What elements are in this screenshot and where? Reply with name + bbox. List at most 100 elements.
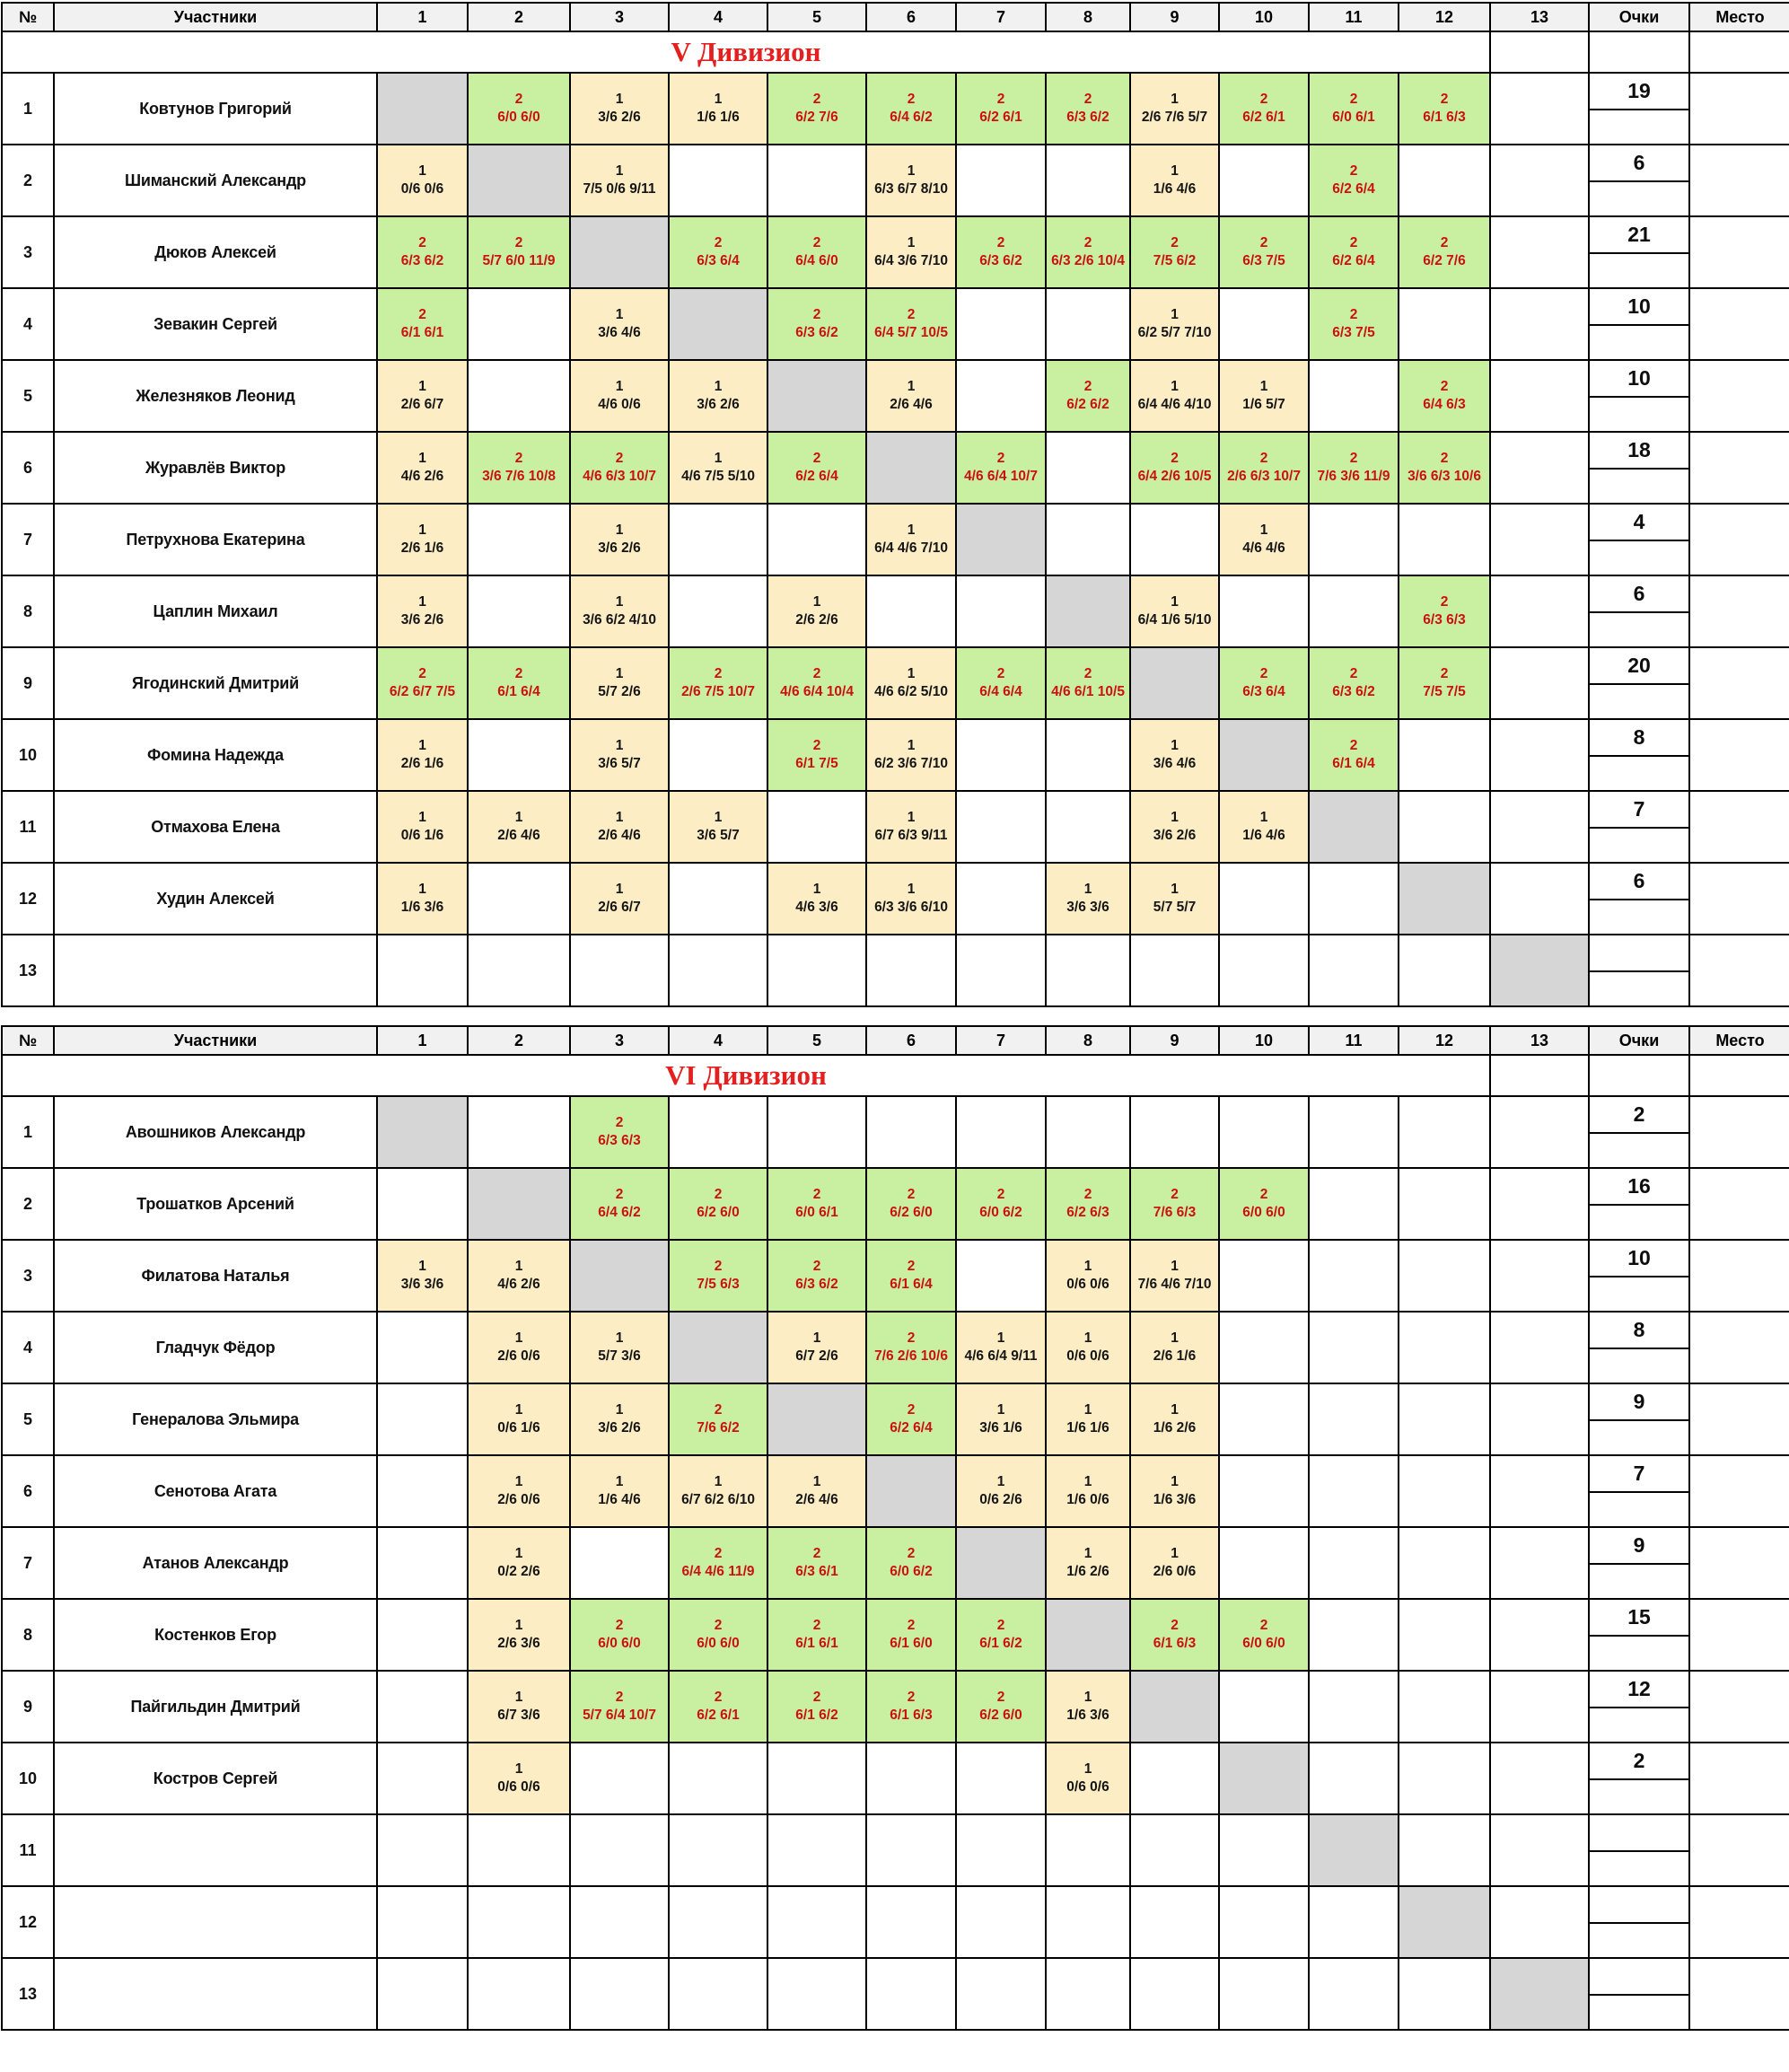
result-cell-empty [767, 1742, 867, 1815]
result-cell-win: 2 6/3 6/2 [1045, 72, 1131, 145]
match-points: 1 [1083, 1474, 1092, 1490]
result-cell-empty [865, 934, 957, 1007]
result-cell-empty [865, 1813, 957, 1887]
result-cell-win: 2 6/0 6/2 [955, 1167, 1047, 1241]
match-points: 1 [615, 666, 624, 682]
result-cell-loss: 1 2/6 4/6 [865, 359, 957, 433]
match-points: 2 [615, 1187, 624, 1203]
result-cell-empty [1308, 1526, 1399, 1600]
result-cell-empty [1218, 1957, 1310, 2031]
match-points: 2 [812, 1546, 821, 1562]
match-points: 2 [1440, 451, 1449, 467]
place-cell [1688, 287, 1789, 361]
result-cell-win: 2 6/1 6/3 [865, 1670, 957, 1743]
place-cell [1688, 72, 1789, 145]
match-points: 1 [714, 379, 723, 395]
result-cell-empty [1218, 1885, 1310, 1959]
result-cell-empty [668, 934, 768, 1007]
player-name-cell: Журавлёв Виктор [53, 431, 378, 505]
player-row: 12 Худин Алексей 1 1/6 3/6 1 2/6 6/7 1 4/6 3/6 1… [1, 862, 1789, 935]
result-cell-empty [1045, 144, 1131, 217]
result-cell-empty [1489, 1167, 1590, 1241]
result-cell-empty [1129, 1095, 1220, 1169]
result-cell-loss: 1 2/6 1/6 [376, 718, 469, 792]
match-points: 1 [714, 810, 723, 826]
result-cell-loss: 1 3/6 4/6 [569, 287, 670, 361]
col-header-num: № [1, 2, 55, 32]
result-cell-empty [1308, 1383, 1399, 1456]
match-points: 1 [996, 1330, 1005, 1347]
match-points: 1 [615, 379, 624, 395]
result-cell-empty [467, 934, 571, 1007]
result-cell-empty [1218, 1095, 1310, 1169]
points-value: 12 [1591, 1673, 1688, 1708]
result-cell-loss: 1 1/6 0/6 [1045, 1454, 1131, 1528]
result-cell-empty [1308, 1311, 1399, 1384]
match-points: 1 [615, 882, 624, 898]
match-points: 1 [1259, 522, 1268, 539]
player-row: 1 Авошников Александр 2 6/3 6/3 2 [1, 1095, 1789, 1169]
points-value: 9 [1591, 1385, 1688, 1421]
result-cell-win: 2 6/3 6/2 [955, 215, 1047, 289]
match-score: 6/4 1/6 5/10 [1137, 612, 1212, 628]
result-cell-empty [668, 1742, 768, 1815]
match-points: 1 [714, 1474, 723, 1490]
match-score: 6/7 6/2 6/10 [681, 1492, 755, 1507]
match-points: 2 [1171, 1187, 1179, 1203]
match-points: 1 [615, 594, 624, 610]
points-value: 6 [1591, 146, 1688, 182]
row-number-cell: 1 [1, 1095, 55, 1169]
match-points: 2 [907, 1690, 916, 1706]
result-cell-loss: 1 0/6 0/6 [467, 1742, 571, 1815]
result-cell-empty [1489, 718, 1590, 792]
result-cell-empty [668, 718, 768, 792]
player-name-cell: Ковтунов Григорий [53, 72, 378, 145]
match-score: 6/2 6/4 [795, 469, 838, 484]
result-cell-loss: 1 6/4 1/6 5/10 [1129, 575, 1220, 648]
points-value: 15 [1591, 1601, 1688, 1637]
match-score: 0/6 0/6 [1066, 1277, 1109, 1292]
col-header-round-7: 7 [955, 2, 1047, 32]
diagonal-cell [1218, 718, 1310, 792]
result-cell-empty [767, 790, 867, 864]
result-cell-win: 2 6/1 6/4 [1308, 718, 1399, 792]
match-points: 1 [1083, 1259, 1092, 1275]
player-name-cell: Авошников Александр [53, 1095, 378, 1169]
match-points: 2 [996, 666, 1005, 682]
player-name-cell: Гладчук Фёдор [53, 1311, 378, 1384]
result-cell-win: 2 6/2 6/4 [767, 431, 867, 505]
result-cell-loss: 1 0/6 1/6 [376, 790, 469, 864]
player-row: 12 [1, 1885, 1789, 1959]
result-cell-win: 2 6/2 6/4 [1308, 144, 1399, 217]
result-cell-win: 2 7/6 6/2 [668, 1383, 768, 1456]
points-value: 4 [1591, 505, 1688, 541]
result-cell-empty [1398, 1167, 1491, 1241]
result-cell-empty [1489, 1311, 1590, 1384]
result-cell-empty [668, 503, 768, 576]
match-score: 6/1 6/2 [795, 1708, 838, 1723]
result-cell-empty [1398, 144, 1491, 217]
match-points: 2 [812, 1690, 821, 1706]
points-cell: 19 [1588, 72, 1690, 145]
result-cell-empty [376, 1957, 469, 2031]
player-name-cell [53, 1957, 378, 2031]
row-number-cell: 13 [1, 1957, 55, 2031]
result-cell-empty [467, 1885, 571, 1959]
result-cell-win: 2 7/6 6/3 [1129, 1167, 1220, 1241]
col-header-players: Участники [53, 2, 378, 32]
points-cell: 7 [1588, 790, 1690, 864]
match-points: 2 [514, 666, 523, 682]
diagonal-cell [767, 1383, 867, 1456]
match-score: 4/6 7/5 5/10 [681, 469, 755, 484]
match-points: 1 [418, 451, 426, 467]
match-points: 1 [1083, 1402, 1092, 1418]
result-cell-loss: 1 2/6 4/6 [467, 790, 571, 864]
match-score: 6/3 6/2 [795, 1277, 838, 1292]
match-points: 2 [812, 1187, 821, 1203]
result-cell-win: 2 7/6 3/6 11/9 [1308, 431, 1399, 505]
result-cell-loss: 1 2/6 2/6 [767, 575, 867, 648]
result-cell-win: 2 6/2 6/1 [955, 72, 1047, 145]
result-cell-empty [467, 359, 571, 433]
match-points: 2 [812, 666, 821, 682]
col-header-round-13: 13 [1489, 1025, 1590, 1056]
